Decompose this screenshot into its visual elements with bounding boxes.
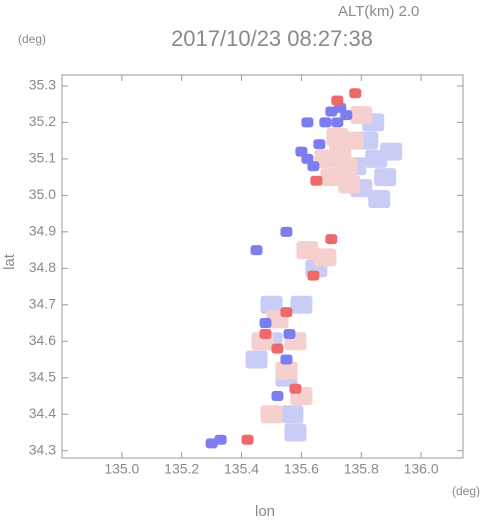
radar-cell (245, 350, 268, 369)
radar-cell (250, 245, 263, 256)
radar-cell (331, 95, 344, 106)
radar-cell (271, 343, 284, 354)
y-unit: (deg) (18, 32, 46, 46)
x-axis-label: lon (255, 503, 275, 520)
y-axis-label: lat (1, 253, 18, 270)
radar-cell (326, 128, 349, 147)
altitude-annotation: ALT(km) 2.0 (338, 3, 419, 20)
chart-title: 2017/10/23 08:27:38 (171, 26, 373, 51)
radar-cell (241, 434, 254, 445)
radar-cell (271, 390, 284, 401)
radar-cell (290, 295, 313, 314)
radar-cell (260, 405, 283, 424)
y-tick-label: 34.5 (29, 368, 56, 384)
radar-cell (284, 423, 307, 442)
radar-cell (259, 318, 272, 329)
radar-cell (338, 175, 361, 194)
x-tick-label: 135.6 (284, 461, 319, 477)
radar-cell (259, 328, 272, 339)
radar-cell (319, 117, 332, 128)
radar-cell (368, 190, 391, 209)
radar-cell (380, 142, 403, 161)
radar-cell (289, 383, 302, 394)
radar-cell (283, 328, 296, 339)
radar-cell (280, 354, 293, 365)
y-tick-label: 34.8 (29, 259, 56, 275)
y-tick-label: 34.3 (29, 441, 56, 457)
radar-cell (310, 175, 323, 186)
radar-cell (340, 110, 353, 121)
radar-cell (275, 361, 298, 380)
x-tick-label: 135.2 (164, 461, 199, 477)
radar-cell (325, 106, 338, 117)
radar-cell (295, 146, 308, 157)
y-tick-label: 35.2 (29, 113, 56, 129)
radar-cell (281, 405, 304, 424)
y-tick-label: 35.3 (29, 77, 56, 93)
radar-cell (280, 307, 293, 318)
y-tick-label: 34.7 (29, 296, 56, 312)
radar-cell (307, 270, 320, 281)
x-tick-label: 135.8 (344, 461, 379, 477)
plot-frame (61, 74, 464, 459)
radar-cell (307, 161, 320, 172)
radar-cell (280, 226, 293, 237)
x-tick-label: 135.4 (224, 461, 259, 477)
y-tick-label: 34.6 (29, 332, 56, 348)
radar-cell (325, 234, 338, 245)
y-tick-label: 34.9 (29, 223, 56, 239)
radar-cell (296, 241, 319, 260)
x-tick-label: 135.0 (104, 461, 139, 477)
radar-cell (314, 248, 337, 267)
x-unit: (deg) (452, 484, 480, 498)
radar-cell (320, 168, 343, 187)
y-tick-label: 35.0 (29, 186, 56, 202)
radar-cell (214, 434, 227, 445)
radar-cell (349, 88, 362, 99)
radar-cell (331, 117, 344, 128)
radar-cell (313, 139, 326, 150)
y-tick-label: 35.1 (29, 150, 56, 166)
radar-cell (314, 149, 337, 168)
radar-cell (260, 295, 283, 314)
radar-cell (374, 168, 397, 187)
radar-cell (350, 106, 373, 125)
x-tick-label: 136.0 (404, 461, 439, 477)
plot-marks (205, 88, 403, 449)
radar-cell (301, 117, 314, 128)
y-tick-label: 34.4 (29, 405, 56, 421)
